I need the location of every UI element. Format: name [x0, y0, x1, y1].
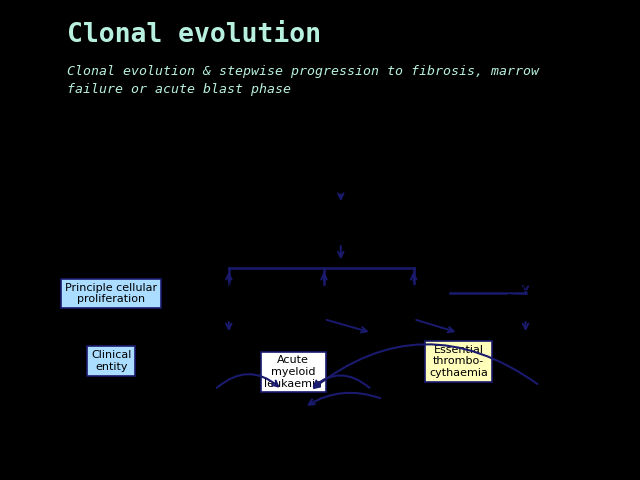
Text: 30%: 30% [449, 410, 474, 420]
Text: 10%: 10% [348, 401, 372, 411]
Text: Granulocyte
precursors: Granulocyte precursors [195, 283, 263, 304]
Text: =: = [410, 354, 423, 369]
Text: Acquired
abnormality: Acquired abnormality [327, 212, 394, 234]
Text: 70%: 70% [220, 408, 244, 418]
Text: Acute
myeloid
leukaemia: Acute myeloid leukaemia [264, 355, 322, 389]
Text: Clinical
entity: Clinical entity [91, 350, 131, 372]
Text: Polycythaemia
(rubra) vera: Polycythaemia (rubra) vera [331, 350, 412, 372]
Text: Clonal evolution & stepwise progression to fibrosis, marrow
failure or acute bla: Clonal evolution & stepwise progression … [67, 65, 540, 96]
Text: Clonal evolution: Clonal evolution [67, 22, 321, 48]
Text: Red cell
precursors: Red cell precursors [294, 283, 353, 304]
Text: Mega-
karyocytes: Mega- karyocytes [383, 283, 444, 304]
Text: Myelo-
fibrosis: Myelo- fibrosis [520, 350, 559, 372]
Text: Essential
thrombо-
cythaemia: Essential thrombо- cythaemia [429, 345, 488, 378]
Text: Chronic
myeloid
leukaemia: Chronic myeloid leukaemia [186, 345, 244, 378]
Text: Bone marrow stem cell: Bone marrow stem cell [260, 174, 421, 187]
Text: 10%: 10% [328, 422, 353, 432]
Text: Reactive
fibrosis: Reactive fibrosis [502, 283, 550, 304]
Text: Principle cellular
proliferation: Principle cellular proliferation [65, 283, 157, 304]
